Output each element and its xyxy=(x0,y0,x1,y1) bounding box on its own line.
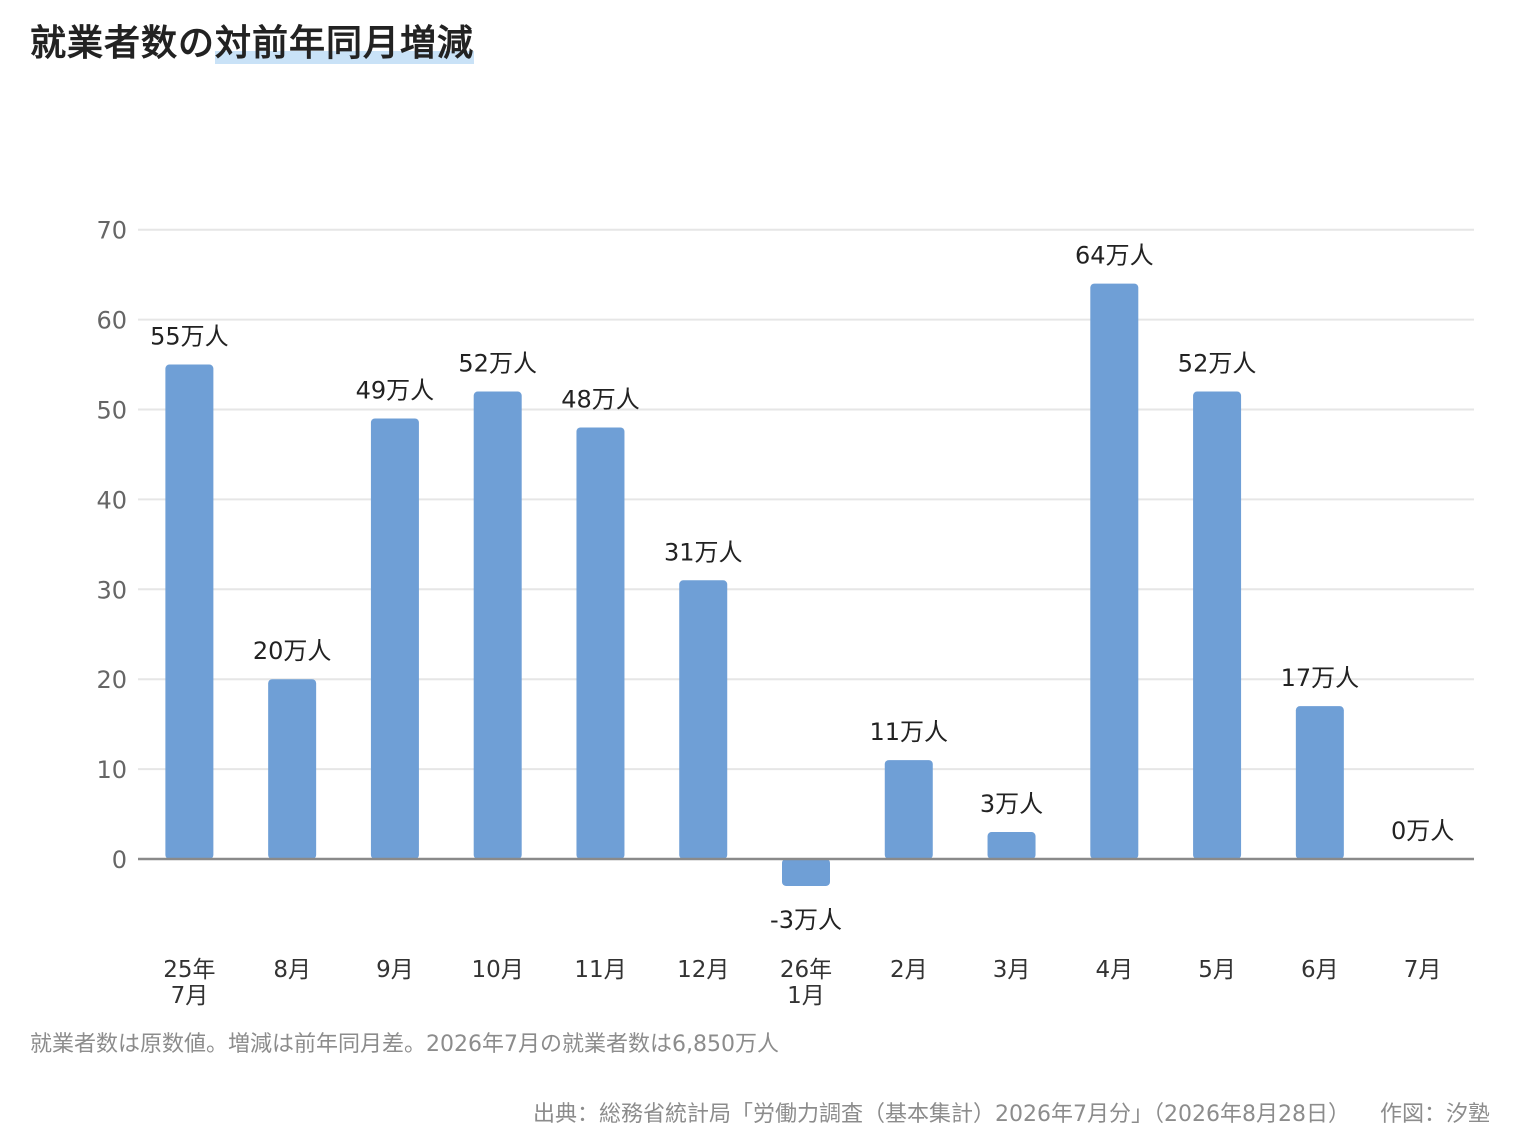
bar xyxy=(576,427,625,859)
bar xyxy=(987,832,1036,859)
data-label: -3万人 xyxy=(770,906,842,934)
y-tick-label: 60 xyxy=(96,307,127,335)
x-tick-label: 26年 xyxy=(780,957,832,983)
y-tick-label: 30 xyxy=(96,576,127,604)
data-label: 0万人 xyxy=(1391,817,1454,845)
data-label: 52万人 xyxy=(458,350,537,378)
data-label: 20万人 xyxy=(253,637,332,665)
bar xyxy=(1090,283,1139,859)
bar xyxy=(165,364,214,859)
data-label: 3万人 xyxy=(980,790,1043,818)
source-text: 出典：総務省統計局「労働力調査（基本集計）2026年7月分」（2026年8月28… xyxy=(533,1102,1350,1127)
y-tick-label: 70 xyxy=(96,217,127,245)
x-tick-label: 7月 xyxy=(1404,957,1442,983)
x-tick-label: 25年 xyxy=(163,957,215,983)
bar xyxy=(473,391,522,859)
x-tick-label: 7月 xyxy=(171,983,209,1009)
x-tick-label: 11月 xyxy=(574,957,626,983)
x-tick-label: 3月 xyxy=(993,957,1031,983)
footnote: 就業者数は原数値。増減は前年同月差。2026年7月の就業者数は6,850万人 xyxy=(30,1032,779,1057)
bar xyxy=(782,859,830,886)
y-tick-label: 0 xyxy=(112,846,127,874)
x-tick-label: 5月 xyxy=(1198,957,1236,983)
data-label: 64万人 xyxy=(1075,242,1154,270)
data-label: 52万人 xyxy=(1178,350,1257,378)
source-line: 出典：総務省統計局「労働力調査（基本集計）2026年7月分」（2026年8月28… xyxy=(533,1096,1490,1128)
chart-title-part1: 就業者数の xyxy=(30,23,216,64)
bar xyxy=(370,418,419,859)
bar xyxy=(1193,391,1242,859)
y-tick-label: 50 xyxy=(96,397,127,425)
chart-title: 就業者数の対前年同月増減 xyxy=(30,14,475,66)
y-tick-label: 40 xyxy=(96,486,127,514)
x-tick-label: 10月 xyxy=(472,957,524,983)
data-label: 55万人 xyxy=(150,323,229,351)
x-tick-label: 12月 xyxy=(677,957,729,983)
y-tick-label: 10 xyxy=(96,756,127,784)
x-tick-label: 6月 xyxy=(1301,957,1339,983)
x-tick-label: 1月 xyxy=(787,983,825,1009)
data-label: 11万人 xyxy=(869,718,948,746)
y-tick-label: 20 xyxy=(96,666,127,694)
x-tick-label: 2月 xyxy=(890,957,928,983)
bar xyxy=(679,580,728,859)
data-label: 48万人 xyxy=(561,385,640,413)
data-label: 49万人 xyxy=(356,376,435,404)
x-tick-label: 4月 xyxy=(1095,957,1133,983)
x-tick-label: 8月 xyxy=(273,957,311,983)
bar xyxy=(884,760,933,859)
data-label: 17万人 xyxy=(1281,664,1360,692)
credit-text: 作図：汐塾 xyxy=(1379,1102,1490,1127)
chart-title-highlight: 対前年同月増減 xyxy=(215,23,475,64)
bar-chart: 01020304050607055万人25年7月20万人8月49万人9月52万人… xyxy=(96,217,1474,1009)
data-label: 31万人 xyxy=(664,538,743,566)
bar xyxy=(1295,706,1344,859)
x-tick-label: 9月 xyxy=(376,957,414,983)
bar xyxy=(268,679,317,859)
